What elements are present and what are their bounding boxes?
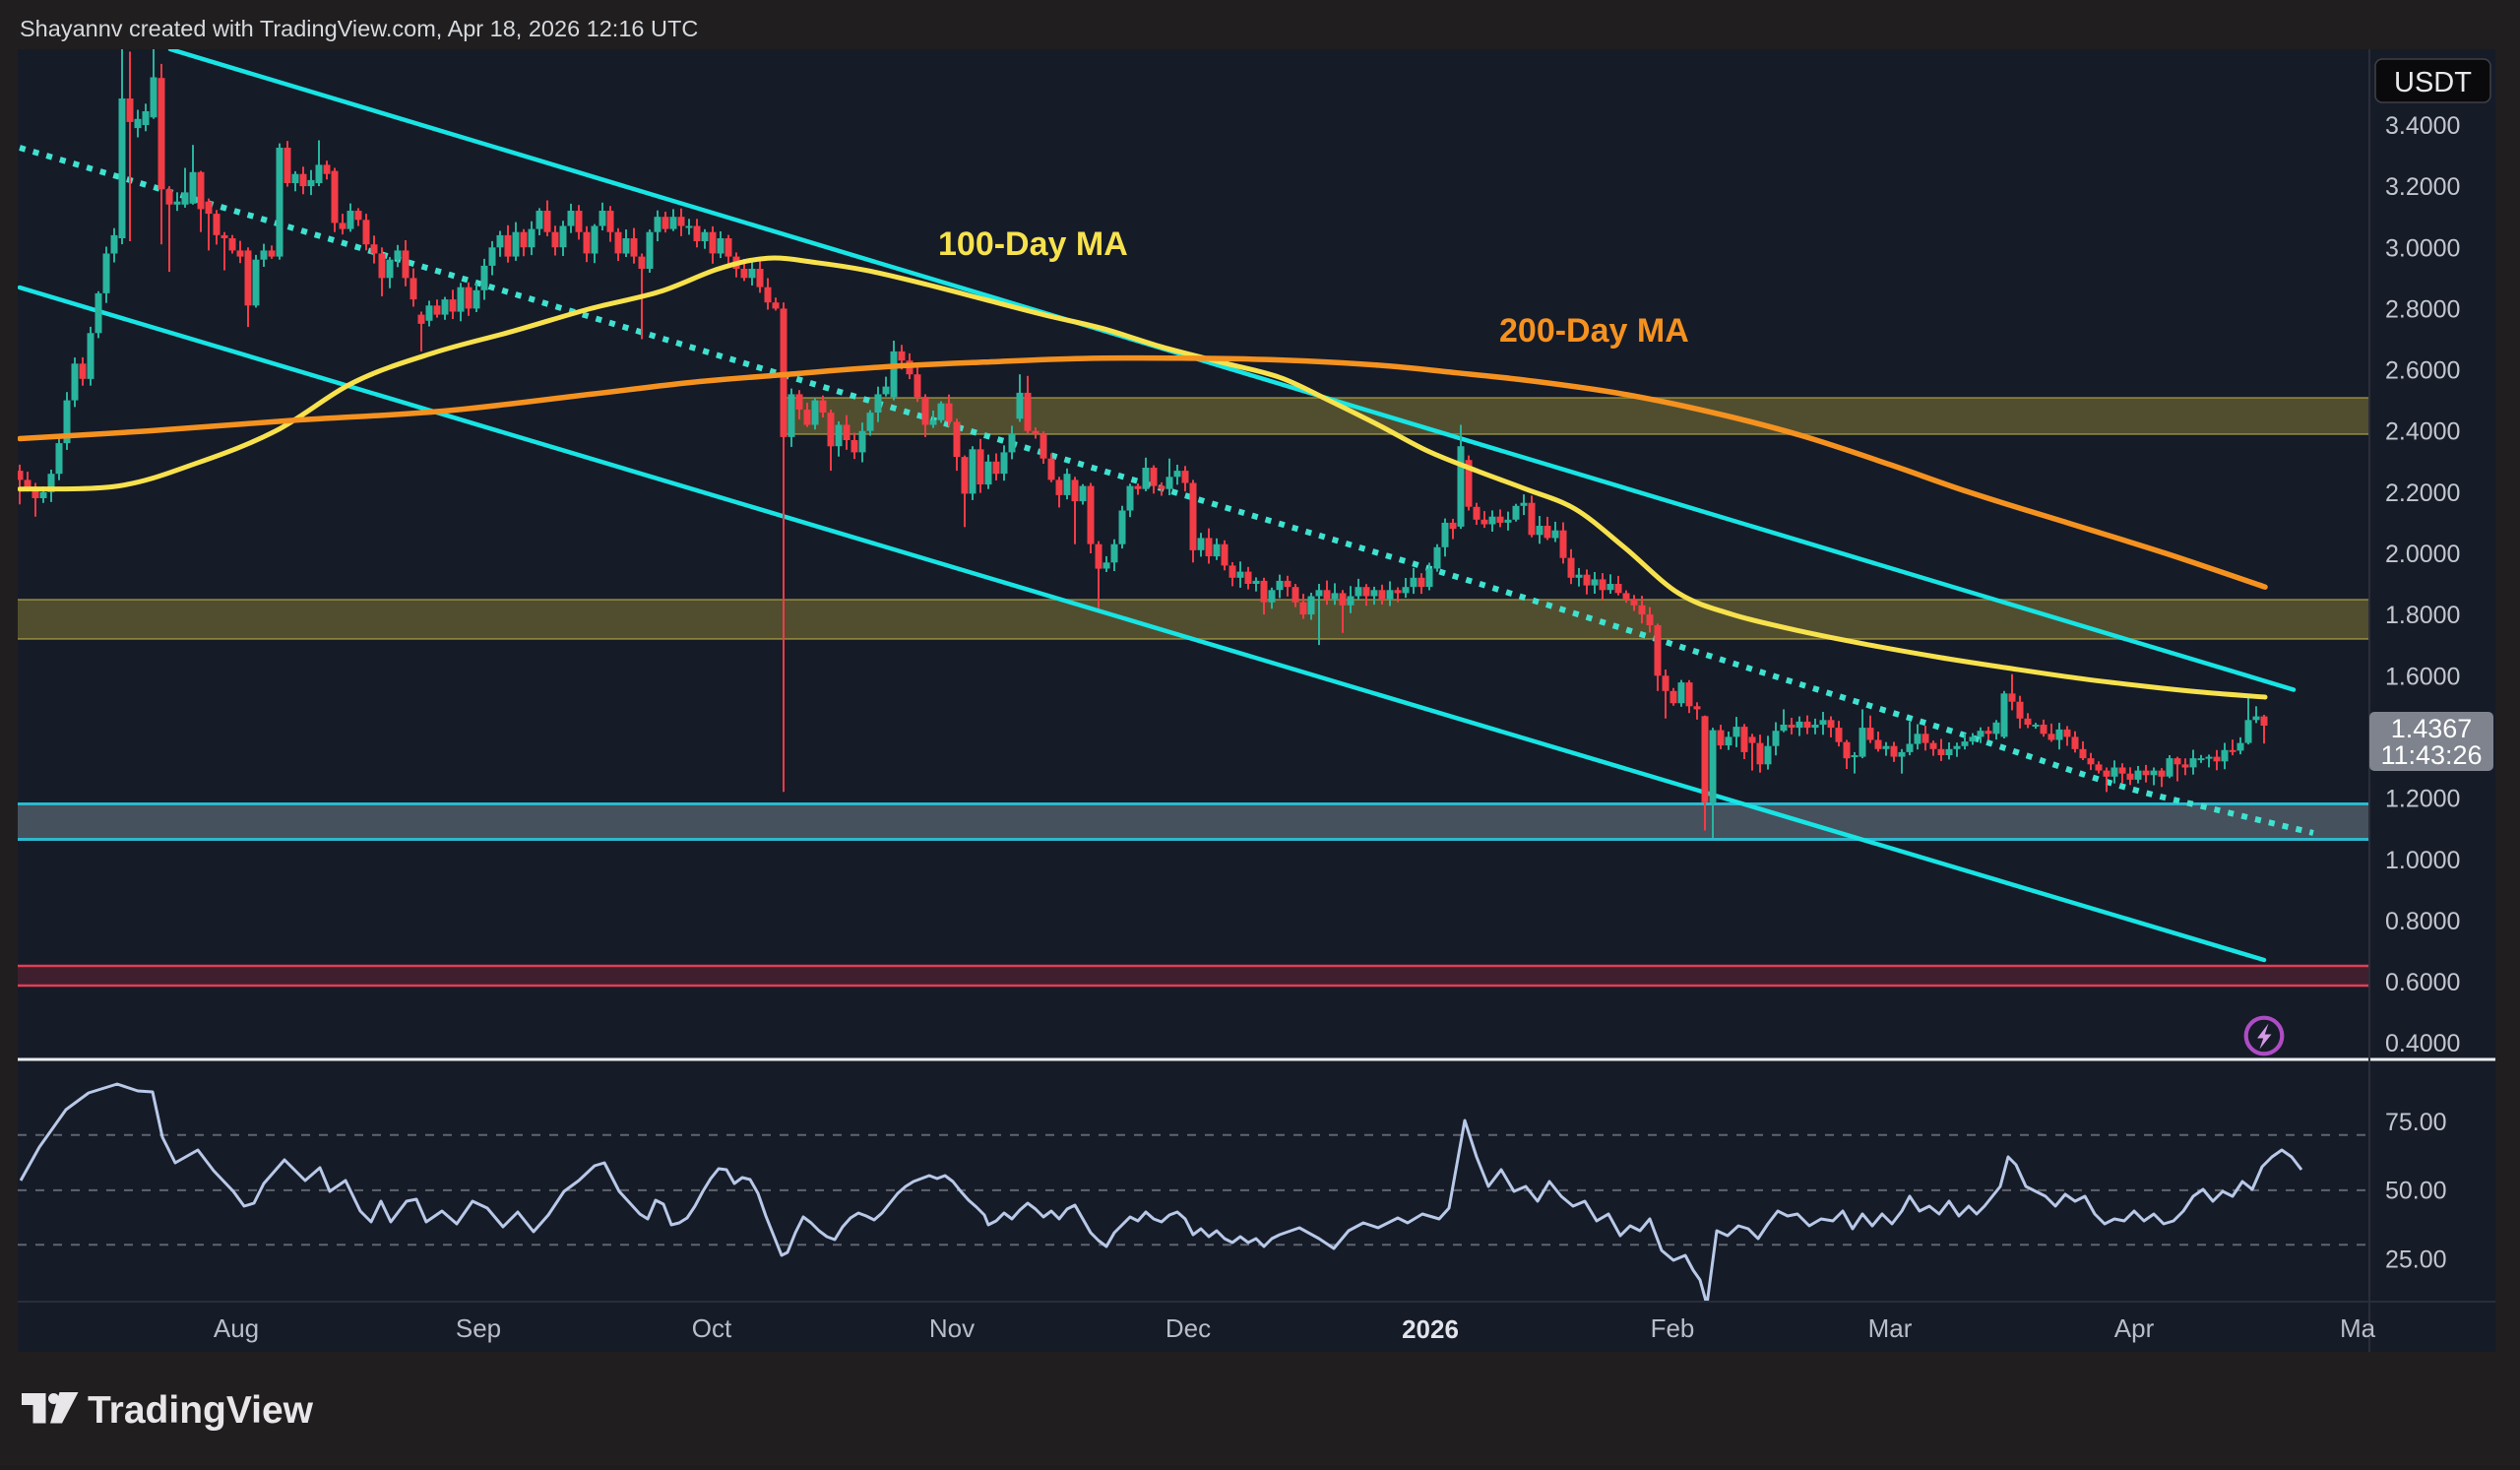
svg-text:25.00: 25.00: [2385, 1246, 2447, 1273]
svg-text:TradingView: TradingView: [88, 1389, 314, 1432]
svg-text:3.4000: 3.4000: [2385, 112, 2460, 140]
svg-text:2.0000: 2.0000: [2385, 541, 2460, 568]
svg-text:2.6000: 2.6000: [2385, 357, 2460, 385]
svg-text:3.0000: 3.0000: [2385, 234, 2460, 262]
svg-text:3.2000: 3.2000: [2385, 173, 2460, 201]
svg-text:0.6000: 0.6000: [2385, 969, 2460, 996]
svg-text:1.2000: 1.2000: [2385, 786, 2460, 813]
svg-text:50.00: 50.00: [2385, 1178, 2447, 1205]
svg-text:USDT: USDT: [2394, 67, 2472, 98]
svg-text:Aug: Aug: [214, 1313, 259, 1343]
svg-text:Dec: Dec: [1166, 1313, 1211, 1343]
svg-text:11:43:26: 11:43:26: [2380, 740, 2482, 770]
svg-text:Shayannv created with TradingV: Shayannv created with TradingView.com, A…: [20, 16, 698, 41]
svg-text:2.4000: 2.4000: [2385, 418, 2460, 446]
svg-text:Apr: Apr: [2114, 1313, 2155, 1343]
svg-text:200-Day MA: 200-Day MA: [1499, 312, 1689, 350]
svg-text:1.8000: 1.8000: [2385, 602, 2460, 629]
svg-text:Oct: Oct: [692, 1313, 732, 1343]
svg-text:Sep: Sep: [456, 1313, 501, 1343]
svg-text:Feb: Feb: [1651, 1313, 1695, 1343]
svg-text:0.8000: 0.8000: [2385, 908, 2460, 935]
svg-text:Mar: Mar: [1868, 1313, 1913, 1343]
svg-text:1.4367: 1.4367: [2391, 714, 2473, 743]
svg-text:75.00: 75.00: [2385, 1109, 2447, 1136]
svg-text:Ma: Ma: [2340, 1313, 2376, 1343]
svg-text:1.0000: 1.0000: [2385, 847, 2460, 874]
svg-text:2.8000: 2.8000: [2385, 295, 2460, 323]
svg-text:2.2000: 2.2000: [2385, 479, 2460, 507]
svg-text:2026: 2026: [1402, 1314, 1459, 1344]
svg-text:1.6000: 1.6000: [2385, 663, 2460, 690]
svg-text:0.4000: 0.4000: [2385, 1030, 2460, 1057]
svg-text:Nov: Nov: [929, 1313, 975, 1343]
svg-text:100-Day MA: 100-Day MA: [938, 225, 1128, 263]
